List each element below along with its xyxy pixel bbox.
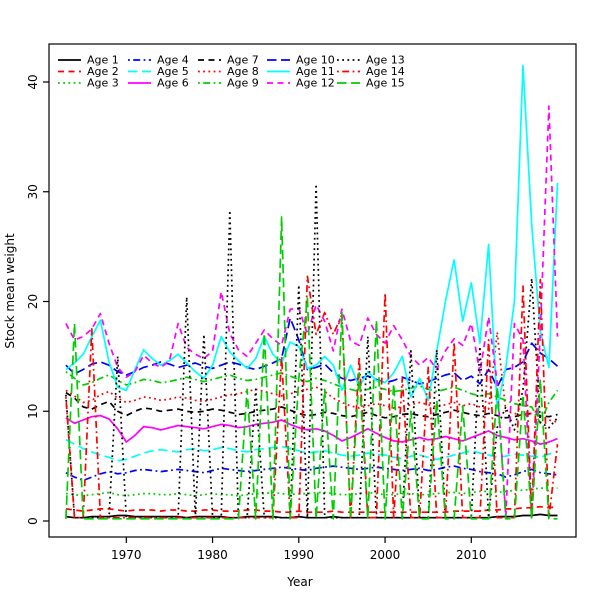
x-tick-label: 2000 [370, 548, 401, 562]
series-line-age-4 [65, 465, 558, 482]
legend-label: Age 14 [366, 65, 405, 78]
legend-entry-age-13: Age 13 [337, 54, 405, 67]
series-line-age-2 [65, 505, 558, 514]
y-tick-label: 30 [26, 184, 40, 199]
legend-entry-age-5: Age 5 [128, 65, 189, 78]
legend-label: Age 12 [296, 77, 335, 90]
legend-label: Age 2 [87, 65, 119, 78]
series-line-age-13 [65, 183, 559, 519]
legend-label: Age 5 [157, 65, 189, 78]
legend-entry-age-6: Age 6 [128, 77, 189, 90]
y-tick-label: 40 [26, 74, 40, 89]
y-tick-label: 10 [26, 404, 40, 419]
x-axis-title: Year [287, 575, 313, 589]
series-line-age-5 [65, 439, 558, 462]
legend-entry-age-11: Age 11 [267, 65, 335, 78]
series-line-age-15 [65, 216, 558, 520]
legend-label: Age 11 [296, 65, 335, 78]
legend-label: Age 13 [366, 54, 405, 67]
series-line-age-14 [65, 275, 559, 519]
legend-entry-age-4: Age 4 [128, 54, 189, 67]
y-tick-label: 0 [26, 517, 40, 525]
plot-box [48, 43, 577, 538]
y-tick-label: 20 [26, 294, 40, 309]
legend-entry-age-1: Age 1 [58, 54, 119, 67]
legend-entry-age-7: Age 7 [198, 54, 259, 67]
legend-entry-age-2: Age 2 [58, 65, 119, 78]
legend-label: Age 8 [227, 65, 259, 78]
y-axis-title: Stock mean weight [3, 233, 17, 349]
legend-label: Age 4 [157, 54, 189, 67]
x-tick-label: 1980 [197, 548, 228, 562]
legend-label: Age 9 [227, 77, 259, 90]
legend-label: Age 1 [87, 54, 119, 67]
x-tick-label: 2010 [456, 548, 487, 562]
legend-entry-age-12: Age 12 [267, 77, 335, 90]
series-group [65, 64, 559, 520]
legend-label: Age 7 [227, 54, 259, 67]
legend-entry-age-8: Age 8 [198, 65, 259, 78]
x-tick-label: 1990 [284, 548, 315, 562]
series-line-age-3 [65, 487, 558, 497]
series-line-age-12 [65, 105, 559, 519]
legend-entry-age-14: Age 14 [337, 65, 405, 78]
series-line-age-11 [65, 64, 559, 409]
legend-entry-age-9: Age 9 [198, 77, 259, 90]
legend-entry-age-15: Age 15 [337, 77, 405, 90]
legend-label: Age 10 [296, 54, 335, 67]
legend-label: Age 6 [157, 77, 189, 90]
legend-label: Age 3 [87, 77, 119, 90]
legend-entry-age-3: Age 3 [58, 77, 119, 90]
legend-entry-age-10: Age 10 [267, 54, 335, 67]
x-tick-label: 1970 [111, 548, 142, 562]
legend-label: Age 15 [366, 77, 405, 90]
